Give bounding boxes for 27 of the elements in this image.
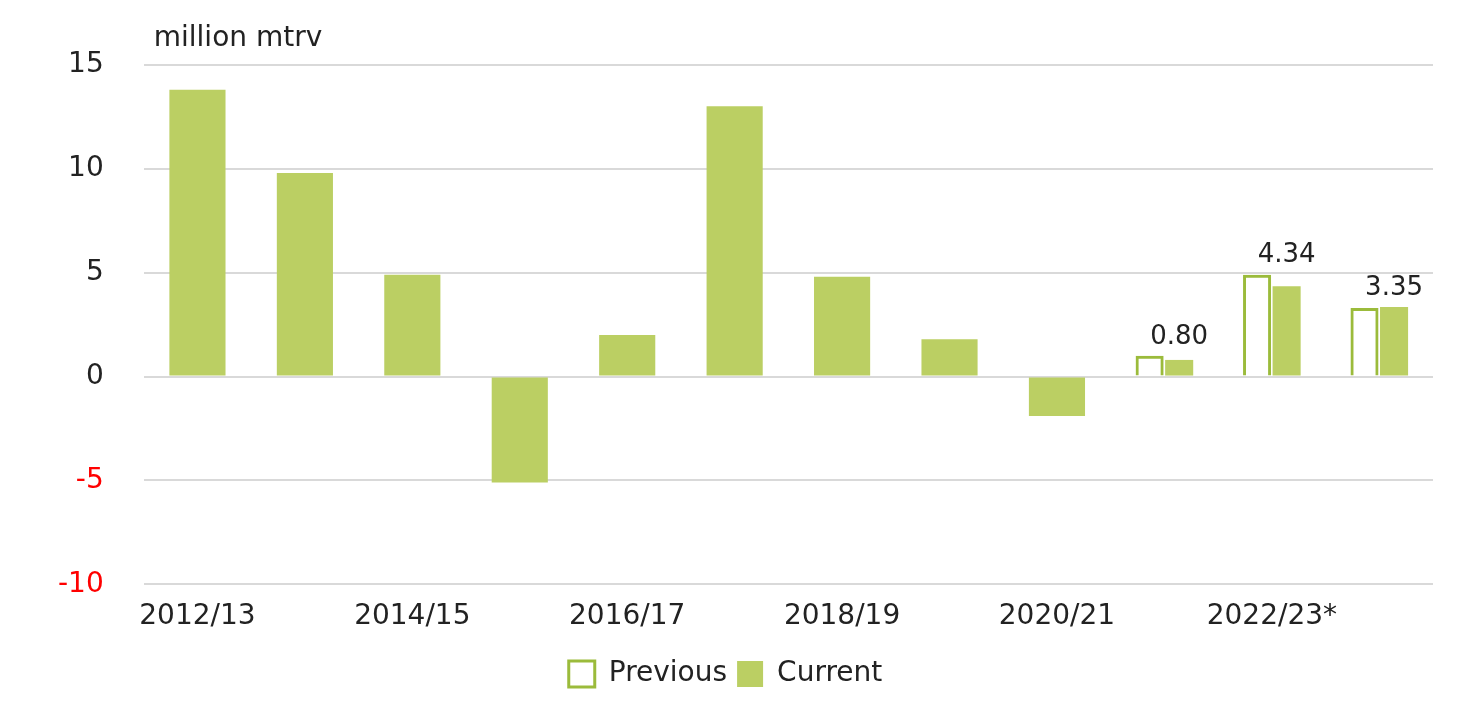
y-tick-label: 15: [68, 46, 104, 80]
data-label: 4.34: [1257, 238, 1316, 269]
bar: [1028, 377, 1086, 417]
y-axis-title: million mtrv: [153, 20, 323, 54]
y-tick-label: 0: [85, 357, 104, 391]
bar: [169, 89, 226, 376]
x-tick-label: 2018/19: [783, 598, 901, 632]
x-tick-label: 2022/23*: [1206, 598, 1338, 632]
legend-label: Current: [777, 655, 883, 689]
bar: [814, 276, 871, 376]
legend-label: Previous: [608, 655, 728, 689]
x-tick-label: 2020/21: [998, 598, 1116, 632]
bar: [491, 377, 548, 483]
x-tick-label: 2016/17: [569, 598, 686, 632]
y-tick-label: -5: [75, 461, 104, 495]
y-tick-label: 10: [68, 150, 104, 183]
y-tick-label: -10: [58, 565, 104, 599]
bar: [599, 334, 656, 376]
data-label: 0.80: [1150, 319, 1209, 350]
x-tick-label: 2014/15: [354, 598, 471, 632]
bar: [706, 106, 763, 376]
bar: [384, 274, 441, 376]
bar: [921, 339, 978, 376]
data-label: 3.35: [1365, 270, 1423, 301]
y-tick-label: 5: [85, 253, 104, 287]
x-tick-label: 2012/13: [139, 598, 256, 632]
bar: [276, 172, 333, 376]
